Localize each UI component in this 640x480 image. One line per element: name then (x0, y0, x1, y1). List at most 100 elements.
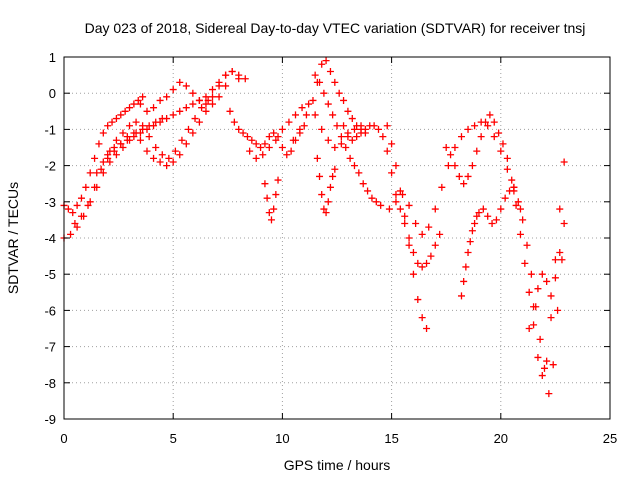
data-point (385, 205, 393, 213)
data-point (202, 100, 210, 108)
data-point (222, 71, 230, 79)
data-point (126, 122, 134, 130)
data-point (222, 82, 230, 90)
data-point (401, 220, 409, 228)
data-point (534, 353, 542, 361)
data-point (150, 104, 158, 112)
data-point (353, 122, 361, 130)
data-point (451, 144, 459, 151)
data-point (473, 147, 481, 155)
data-point (388, 169, 396, 177)
data-point (246, 147, 254, 155)
data-point (119, 144, 127, 151)
data-point (239, 129, 247, 137)
data-point (139, 122, 147, 130)
data-point (296, 125, 304, 133)
data-point (302, 111, 310, 119)
data-point (501, 194, 509, 202)
data-point (261, 140, 269, 148)
y-tick-label: -9 (44, 412, 56, 427)
data-point (176, 151, 184, 159)
data-point (289, 136, 297, 144)
data-point (283, 151, 291, 159)
data-point (359, 180, 367, 188)
data-point (326, 183, 334, 191)
data-point (136, 136, 144, 144)
data-point (176, 107, 184, 115)
data-point (490, 133, 498, 141)
data-point (67, 230, 75, 238)
data-point (274, 176, 282, 184)
data-point (396, 205, 404, 213)
data-point (329, 111, 337, 119)
data-point (228, 67, 236, 75)
data-point (163, 115, 171, 123)
data-point (73, 223, 81, 231)
data-point (123, 133, 131, 141)
data-point (235, 75, 243, 83)
data-point (457, 292, 465, 300)
data-point (525, 288, 533, 296)
data-point (353, 133, 361, 141)
data-point (516, 230, 524, 238)
x-tick-label: 15 (384, 431, 398, 446)
data-point (182, 104, 190, 112)
series-sat-a (60, 93, 147, 217)
data-point (503, 165, 511, 173)
data-point (171, 147, 179, 155)
data-point (477, 133, 485, 141)
data-point (418, 314, 426, 322)
data-point (93, 169, 101, 177)
data-point (342, 144, 350, 151)
data-point (318, 60, 326, 68)
data-point (189, 129, 197, 137)
data-point (510, 187, 518, 195)
data-point (427, 252, 435, 260)
data-point (464, 125, 472, 133)
data-point (377, 201, 385, 209)
data-point (143, 107, 151, 115)
data-point (326, 67, 334, 75)
data-point (270, 129, 278, 137)
data-point (108, 118, 116, 126)
data-point (499, 140, 507, 148)
data-point (117, 111, 125, 119)
data-point (163, 93, 171, 101)
data-point (558, 256, 566, 264)
series-sat-c (71, 67, 249, 228)
data-point (547, 314, 555, 322)
series-sat-b (60, 115, 166, 242)
y-tick-label: -1 (44, 122, 56, 137)
data-point (86, 169, 94, 177)
data-point (512, 201, 520, 209)
data-point (418, 263, 426, 271)
data-point (322, 57, 330, 65)
data-point (495, 129, 503, 137)
data-point (438, 183, 446, 191)
data-point (340, 122, 348, 130)
data-point (554, 306, 562, 314)
data-point (270, 205, 278, 213)
data-point (464, 172, 472, 180)
data-point (195, 118, 203, 126)
data-point (313, 154, 321, 162)
data-point (340, 96, 348, 104)
series-sat-e (104, 82, 230, 170)
data-point (189, 100, 197, 108)
data-point (311, 111, 319, 119)
data-point (344, 107, 352, 115)
data-point (350, 162, 358, 170)
data-point (215, 93, 223, 101)
data-point (265, 133, 273, 141)
data-point (344, 129, 352, 137)
data-point (252, 154, 260, 162)
data-point (165, 154, 173, 162)
data-point (320, 89, 328, 97)
data-point (346, 154, 354, 162)
data-point (479, 205, 487, 213)
data-point (198, 104, 206, 112)
data-point (91, 183, 99, 191)
data-point (490, 118, 498, 126)
data-point (536, 335, 544, 343)
data-point (169, 158, 177, 166)
